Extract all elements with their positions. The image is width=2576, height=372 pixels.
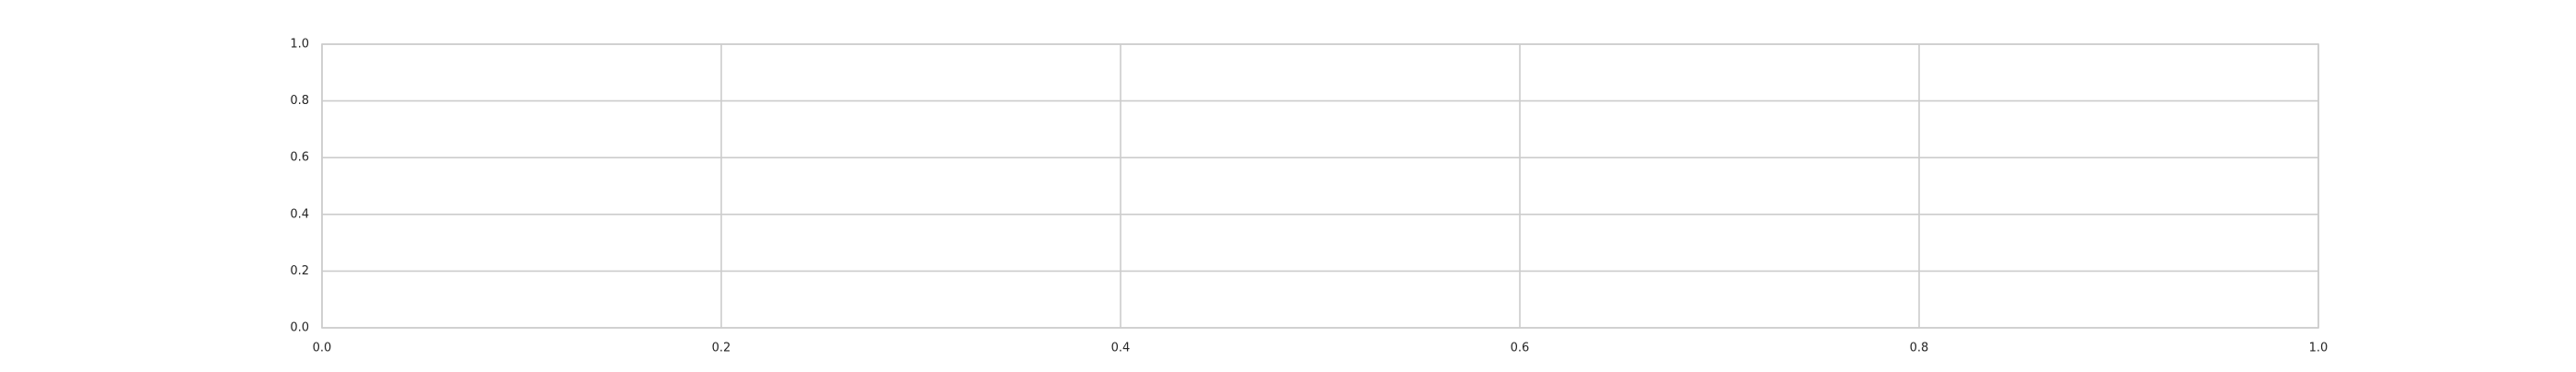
x-axis-ticks: 0.0 0.2 0.4 0.6 0.8 1.0	[313, 342, 2329, 355]
y-axis-ticks: 0.0 0.2 0.4 0.6 0.8 1.0	[290, 38, 309, 335]
grid-layer	[321, 43, 2319, 329]
y-tick-label: 0.0	[290, 321, 309, 335]
y-tick-label: 0.8	[290, 94, 309, 108]
y-tick-label: 0.4	[290, 207, 309, 221]
plot-area-frame	[321, 43, 2319, 329]
x-tick-label: 0.8	[1910, 342, 1929, 355]
y-tick-label: 1.0	[290, 38, 309, 52]
y-tick-label: 0.2	[290, 264, 309, 278]
x-tick-label: 0.0	[313, 342, 332, 355]
x-tick-label: 1.0	[2309, 342, 2329, 355]
x-tick-label: 0.4	[1111, 342, 1131, 355]
x-tick-label: 0.6	[1511, 342, 1530, 355]
y-tick-label: 0.6	[290, 151, 309, 165]
x-tick-label: 0.2	[712, 342, 731, 355]
